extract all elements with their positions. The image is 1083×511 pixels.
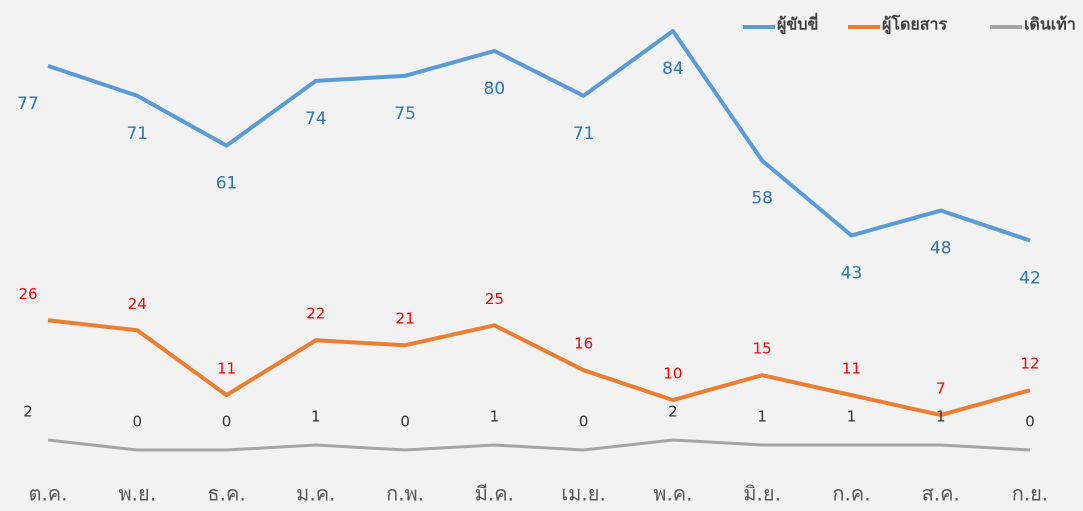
data-label: 11	[217, 360, 236, 378]
x-tick-label: พ.ย.	[118, 482, 156, 506]
data-label: 2	[668, 403, 678, 421]
data-label: 58	[751, 189, 773, 209]
data-label: 15	[753, 340, 772, 358]
legend-label: ผู้โดยสาร	[882, 14, 947, 36]
x-tick-label: มี.ค.	[475, 482, 514, 506]
data-label: 1	[311, 408, 321, 426]
data-label: 1	[490, 408, 500, 426]
data-label: 80	[484, 79, 506, 99]
x-tick-label: ก.ค.	[832, 482, 870, 506]
data-label: 75	[394, 104, 416, 124]
data-label: 48	[930, 239, 952, 259]
data-label: 12	[1020, 355, 1039, 373]
legend-label: เดินเท้า	[1024, 15, 1076, 34]
series-line	[47, 28, 1031, 243]
x-tick-label: ม.ค.	[296, 482, 335, 506]
x-tick-label: ก.พ.	[386, 482, 424, 506]
x-tick-label: พ.ค.	[653, 482, 692, 506]
data-label: 43	[841, 263, 863, 283]
data-label: 1	[757, 408, 767, 426]
data-label: 26	[18, 285, 37, 303]
data-label: 74	[305, 109, 327, 129]
data-label: 0	[579, 413, 589, 431]
data-label: 0	[132, 413, 142, 431]
data-label: 0	[400, 413, 410, 431]
data-label: 84	[662, 59, 684, 79]
data-label: 1	[936, 408, 946, 426]
data-label: 0	[1025, 413, 1035, 431]
data-label: 25	[485, 290, 504, 308]
data-label: 10	[663, 365, 682, 383]
data-label: 0	[222, 413, 232, 431]
x-tick-label: เม.ย.	[561, 482, 605, 506]
x-tick-label: ต.ค.	[28, 482, 67, 506]
x-tick-label: ก.ย.	[1012, 482, 1049, 506]
data-label: 11	[842, 360, 861, 378]
series-line	[47, 318, 1031, 418]
data-label: 61	[216, 174, 238, 194]
data-label: 42	[1019, 268, 1041, 288]
data-label: 7	[936, 380, 946, 398]
data-label: 71	[126, 124, 148, 144]
data-label: 1	[847, 408, 857, 426]
x-tick-label: ส.ค.	[922, 482, 960, 506]
data-label: 71	[573, 124, 595, 144]
data-label: 24	[128, 295, 147, 313]
data-label: 77	[17, 94, 39, 114]
legend-label: ผู้ขับขี่	[777, 13, 818, 36]
data-label: 16	[574, 335, 593, 353]
data-label: 22	[306, 305, 325, 323]
data-label: 2	[23, 403, 33, 421]
x-tick-label: มิ.ย.	[743, 482, 781, 506]
data-label: 21	[396, 310, 415, 328]
x-tick-label: ธ.ค.	[207, 482, 245, 506]
series-line	[47, 438, 1031, 452]
